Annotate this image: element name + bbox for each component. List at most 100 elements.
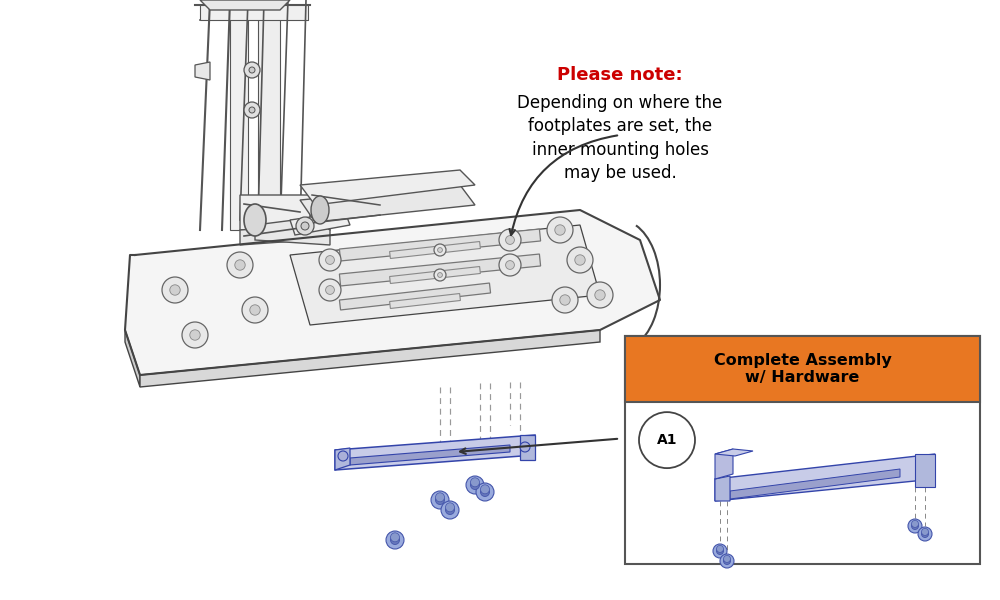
Circle shape <box>520 442 530 452</box>
Circle shape <box>922 530 928 538</box>
Circle shape <box>595 290 605 300</box>
Circle shape <box>918 527 932 541</box>
Polygon shape <box>240 225 310 245</box>
Polygon shape <box>715 454 935 501</box>
Text: Depending on where the
footplates are set, the
inner mounting holes
may be used.: Depending on where the footplates are se… <box>517 94 723 182</box>
Circle shape <box>250 305 260 315</box>
Circle shape <box>162 277 188 303</box>
Circle shape <box>170 285 180 295</box>
Polygon shape <box>300 170 475 205</box>
Polygon shape <box>230 0 248 230</box>
Polygon shape <box>240 195 310 230</box>
Circle shape <box>319 249 341 271</box>
Polygon shape <box>140 330 600 387</box>
Text: A1: A1 <box>657 433 677 447</box>
Polygon shape <box>300 185 475 222</box>
Circle shape <box>716 547 724 554</box>
Polygon shape <box>200 0 290 10</box>
Circle shape <box>506 260 514 269</box>
Polygon shape <box>520 435 535 460</box>
Circle shape <box>506 236 514 244</box>
Circle shape <box>912 523 918 529</box>
Circle shape <box>716 545 724 553</box>
Circle shape <box>560 295 570 305</box>
Circle shape <box>575 255 585 265</box>
Circle shape <box>567 247 593 273</box>
Circle shape <box>244 62 260 78</box>
Polygon shape <box>195 62 210 80</box>
Circle shape <box>446 503 454 512</box>
Polygon shape <box>125 330 140 387</box>
Circle shape <box>227 252 253 278</box>
Circle shape <box>301 222 309 230</box>
Circle shape <box>436 493 444 502</box>
Text: Please note:: Please note: <box>557 66 683 84</box>
Circle shape <box>438 248 442 253</box>
Circle shape <box>552 287 578 313</box>
Circle shape <box>182 322 208 348</box>
Polygon shape <box>915 454 935 487</box>
Circle shape <box>499 229 521 251</box>
Polygon shape <box>350 445 510 465</box>
Polygon shape <box>715 449 753 456</box>
Circle shape <box>190 330 200 340</box>
Polygon shape <box>200 5 308 20</box>
Circle shape <box>724 557 730 565</box>
Circle shape <box>244 102 260 118</box>
Circle shape <box>471 481 480 490</box>
Circle shape <box>471 478 480 487</box>
Polygon shape <box>715 476 730 501</box>
Circle shape <box>499 254 521 276</box>
Polygon shape <box>290 225 600 325</box>
Polygon shape <box>715 449 733 479</box>
Circle shape <box>912 520 918 527</box>
Circle shape <box>434 244 446 256</box>
Polygon shape <box>730 469 900 499</box>
Circle shape <box>441 501 459 519</box>
Polygon shape <box>290 212 350 235</box>
Polygon shape <box>125 210 660 375</box>
Polygon shape <box>255 218 330 245</box>
Polygon shape <box>335 435 535 470</box>
Circle shape <box>296 217 314 235</box>
Circle shape <box>249 67 255 73</box>
Bar <box>625 336 980 402</box>
Polygon shape <box>310 220 330 240</box>
Circle shape <box>434 269 446 281</box>
Circle shape <box>922 529 928 535</box>
Bar <box>625 336 980 564</box>
Polygon shape <box>339 229 541 261</box>
Ellipse shape <box>244 204 266 236</box>
Polygon shape <box>390 293 460 308</box>
Polygon shape <box>335 448 350 470</box>
Circle shape <box>713 544 727 558</box>
Polygon shape <box>339 254 541 286</box>
Polygon shape <box>390 266 480 283</box>
Circle shape <box>249 107 255 113</box>
Circle shape <box>235 260 245 270</box>
Circle shape <box>319 279 341 301</box>
Circle shape <box>438 272 442 277</box>
Circle shape <box>724 556 730 562</box>
Circle shape <box>390 533 400 542</box>
Circle shape <box>555 225 565 235</box>
Text: Complete Assembly
w/ Hardware: Complete Assembly w/ Hardware <box>714 353 891 385</box>
Circle shape <box>720 554 734 568</box>
Circle shape <box>326 286 334 295</box>
Circle shape <box>480 485 490 494</box>
Circle shape <box>639 412 695 468</box>
Circle shape <box>466 476 484 494</box>
Ellipse shape <box>311 196 329 224</box>
Circle shape <box>338 451 348 461</box>
Polygon shape <box>258 0 280 220</box>
Circle shape <box>242 297 268 323</box>
Circle shape <box>390 535 400 545</box>
Circle shape <box>476 483 494 501</box>
Circle shape <box>326 256 334 265</box>
Circle shape <box>587 282 613 308</box>
Circle shape <box>436 496 444 505</box>
Circle shape <box>908 519 922 533</box>
Circle shape <box>446 505 454 514</box>
Circle shape <box>386 531 404 549</box>
Polygon shape <box>339 283 491 310</box>
